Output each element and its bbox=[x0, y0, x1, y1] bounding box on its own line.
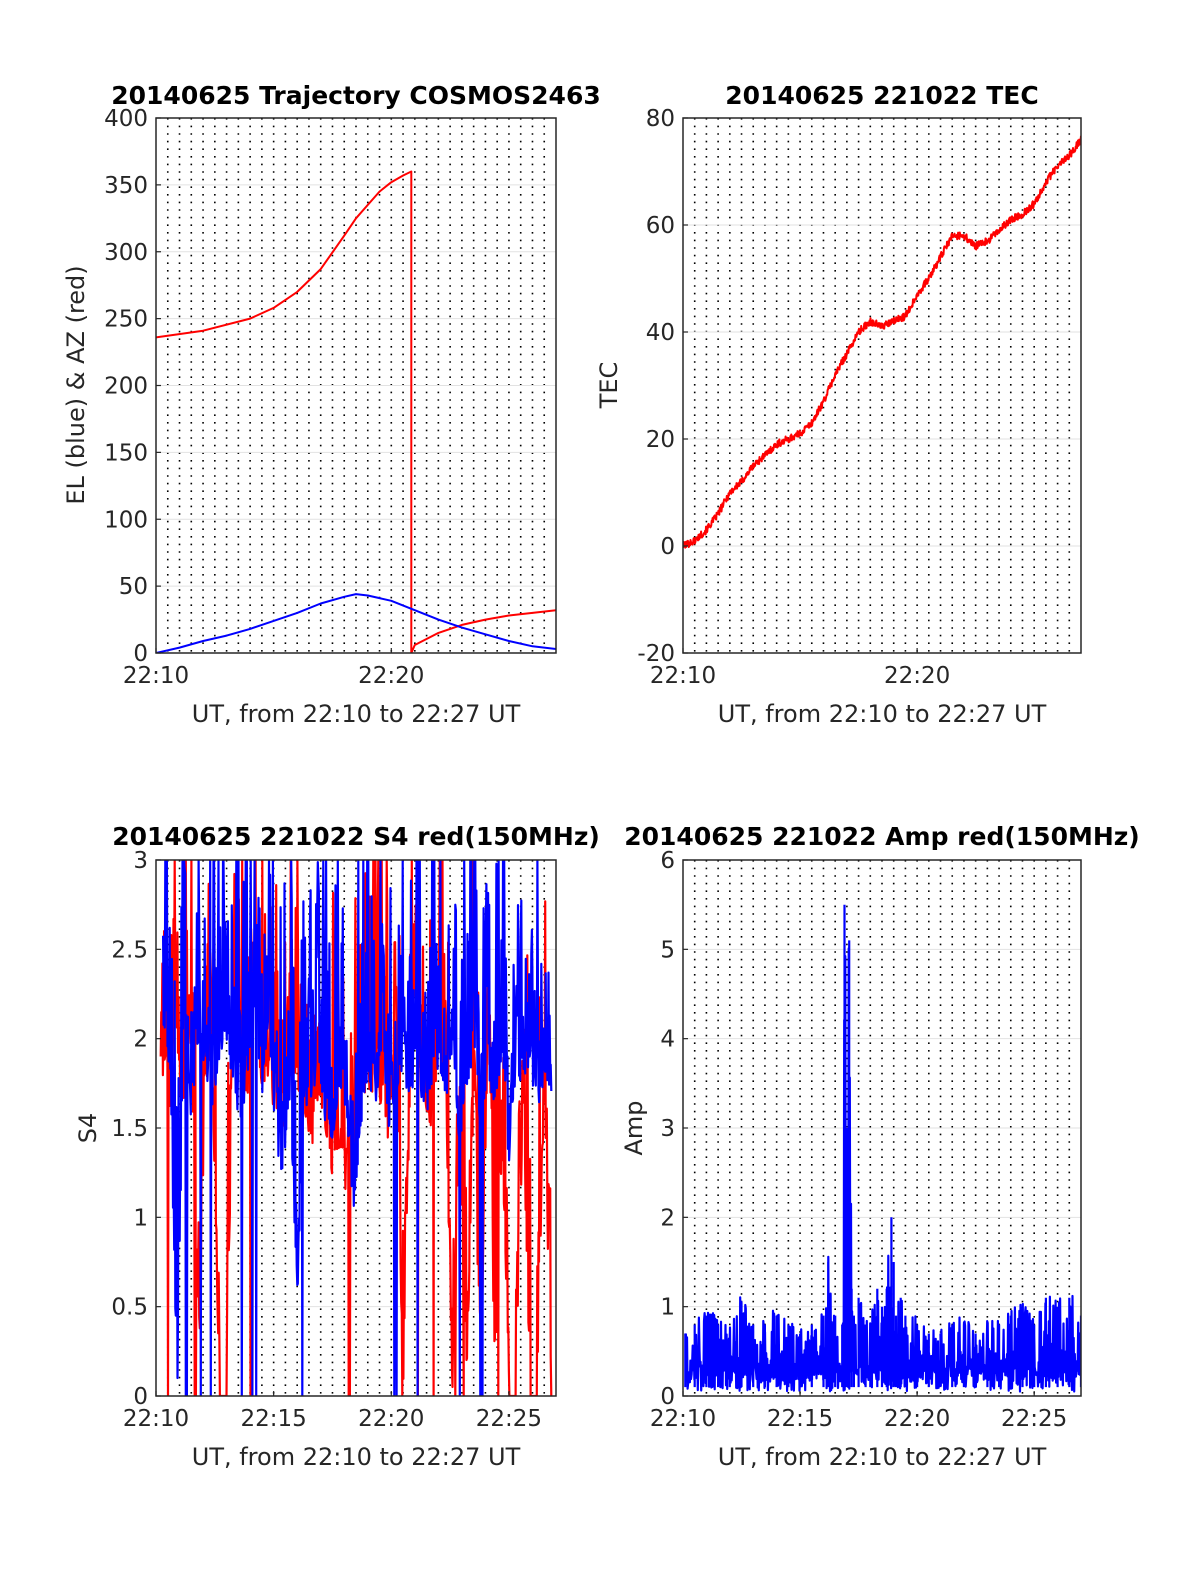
y-tick-label: 400 bbox=[104, 106, 148, 132]
x-tick-label: 22:20 bbox=[884, 1406, 950, 1432]
x-tick-label: 22:10 bbox=[650, 663, 716, 689]
x-tick-label: 22:25 bbox=[476, 1406, 542, 1432]
y-axis-label: EL (blue) & AZ (red) bbox=[62, 265, 90, 504]
trajectory-panel: 20140625 Trajectory COSMOS2463 UT, from … bbox=[62, 81, 601, 728]
y-tick-label: 60 bbox=[646, 213, 675, 239]
x-axis-label: UT, from 22:10 to 22:27 UT bbox=[192, 1443, 521, 1471]
x-axis-label: UT, from 22:10 to 22:27 UT bbox=[718, 1443, 1047, 1471]
y-tick-label: 150 bbox=[104, 440, 148, 466]
series-line-red bbox=[683, 135, 1081, 549]
y-tick-label: 0.5 bbox=[111, 1295, 148, 1321]
y-tick-label: 3 bbox=[133, 848, 148, 874]
y-tick-label: 4 bbox=[660, 1027, 675, 1053]
y-tick-label: -20 bbox=[637, 641, 675, 667]
amp-panel: 20140625 221022 Amp red(150MHz) UT, from… bbox=[620, 822, 1140, 1471]
tick-marks: 0 0.5 1 1.5 2 2.5 3 22:10 22:15 22:20 22:25 bbox=[111, 848, 542, 1432]
series-line-blue bbox=[156, 593, 556, 653]
y-tick-label: 200 bbox=[104, 374, 148, 400]
y-tick-label: 0 bbox=[660, 534, 675, 560]
y-tick-label: 350 bbox=[104, 173, 148, 199]
grid bbox=[683, 118, 1081, 653]
tick-marks: -20 0 20 40 60 80 22:10 22:20 bbox=[637, 106, 950, 689]
panel-title: 20140625 221022 Amp red(150MHz) bbox=[624, 822, 1140, 851]
series-line-red bbox=[156, 170, 556, 653]
y-tick-label: 80 bbox=[646, 106, 675, 132]
y-tick-label: 50 bbox=[119, 574, 148, 600]
y-tick-label: 250 bbox=[104, 307, 148, 333]
y-tick-label: 100 bbox=[104, 507, 148, 533]
x-tick-label: 22:25 bbox=[1001, 1406, 1067, 1432]
x-tick-label: 22:10 bbox=[650, 1406, 716, 1432]
tec-panel: 20140625 221022 TEC UT, from 22:10 to 22… bbox=[595, 81, 1082, 728]
data-series bbox=[683, 135, 1081, 549]
panel-title: 20140625 Trajectory COSMOS2463 bbox=[111, 81, 601, 110]
x-tick-label: 22:20 bbox=[358, 663, 424, 689]
y-tick-label: 1.5 bbox=[111, 1116, 148, 1142]
series-line-blue bbox=[162, 860, 553, 1396]
x-tick-label: 22:15 bbox=[767, 1406, 833, 1432]
panel-title: 20140625 221022 S4 red(150MHz) bbox=[112, 822, 600, 851]
plot-frame bbox=[682, 117, 1082, 654]
grid bbox=[683, 860, 1081, 1396]
y-tick-label: 300 bbox=[104, 240, 148, 266]
s4-panel: 20140625 221022 S4 red(150MHz) UT, from … bbox=[74, 822, 600, 1471]
x-axis-label: UT, from 22:10 to 22:27 UT bbox=[718, 700, 1047, 728]
data-series bbox=[684, 904, 1081, 1393]
y-axis-label: Amp bbox=[620, 1100, 648, 1155]
data-series bbox=[156, 170, 556, 653]
y-tick-label: 2.5 bbox=[111, 937, 148, 963]
tick-marks: 0 50 100 150 200 250 300 350 400 22:10 22:20 bbox=[104, 106, 424, 689]
x-axis-label: UT, from 22:10 to 22:27 UT bbox=[192, 700, 521, 728]
y-tick-label: 40 bbox=[646, 320, 675, 346]
x-tick-label: 22:20 bbox=[358, 1406, 424, 1432]
y-tick-label: 3 bbox=[660, 1116, 675, 1142]
panel-title: 20140625 221022 TEC bbox=[725, 81, 1038, 110]
y-tick-label: 6 bbox=[660, 848, 675, 874]
y-axis-label: S4 bbox=[74, 1113, 102, 1144]
x-tick-label: 22:15 bbox=[240, 1406, 306, 1432]
x-tick-label: 22:10 bbox=[123, 663, 189, 689]
data-series bbox=[159, 860, 553, 1396]
y-tick-label: 0 bbox=[133, 1384, 148, 1410]
x-tick-label: 22:10 bbox=[123, 1406, 189, 1432]
y-tick-label: 2 bbox=[660, 1205, 675, 1231]
y-tick-label: 0 bbox=[133, 641, 148, 667]
y-tick-label: 1 bbox=[660, 1295, 675, 1321]
y-tick-label: 2 bbox=[133, 1027, 148, 1053]
grid bbox=[156, 118, 556, 653]
x-tick-label: 22:20 bbox=[884, 663, 950, 689]
y-axis-label: TEC bbox=[595, 362, 623, 410]
tick-marks: 0 1 2 3 4 5 6 22:10 22:15 22:20 22:25 bbox=[650, 848, 1067, 1432]
y-tick-label: 1 bbox=[133, 1205, 148, 1231]
y-tick-label: 20 bbox=[646, 427, 675, 453]
y-tick-label: 0 bbox=[660, 1384, 675, 1410]
y-tick-label: 5 bbox=[660, 937, 675, 963]
series-line-blue bbox=[684, 904, 1081, 1393]
